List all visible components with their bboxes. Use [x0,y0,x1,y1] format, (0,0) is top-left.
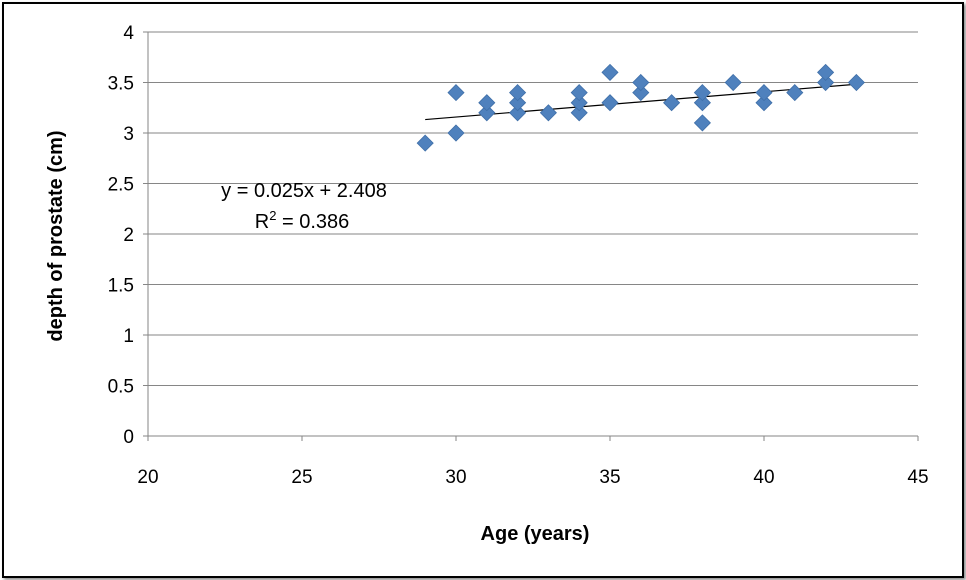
y-tick-label: 2 [123,225,134,246]
data-point [601,63,619,81]
data-point [693,114,711,132]
r-squared-value: = 0.386 [276,211,349,233]
x-tick-label: 35 [599,467,620,488]
trendline [425,83,857,121]
trendline-group [425,83,857,121]
data-point [693,84,711,102]
data-point [632,84,650,102]
data-point [755,94,773,112]
y-tick-label: 0 [123,427,134,448]
r-squared-label: R2 = 0.386 [255,208,350,233]
trendline-equation: y = 0.025x + 2.408 [221,180,387,202]
x-axis-ticks: 20 25 30 35 40 45 [137,436,929,488]
y-tick-label: 3 [123,124,134,145]
data-point [663,94,681,112]
y-tick-label: 0.5 [108,377,134,398]
y-axis-title: depth of prostate (cm) [45,130,67,341]
data-points [416,63,865,152]
data-point [570,84,588,102]
data-point [509,84,527,102]
y-tick-label: 2.5 [108,175,134,196]
y-tick-label: 4 [123,23,134,44]
data-point [786,84,804,102]
data-point [601,94,619,112]
data-point [539,104,557,122]
x-axis-title: Age (years) [481,523,590,545]
data-point [447,84,465,102]
data-point [724,73,742,92]
r-squared-superscript: 2 [269,208,276,223]
data-point [632,73,650,92]
data-point [447,124,465,142]
y-tick-label: 1 [123,326,134,347]
y-tick-label: 1.5 [108,276,134,297]
data-point [509,94,527,112]
data-point [478,94,496,112]
data-point [478,104,496,122]
r-squared-symbol: R [255,211,269,233]
data-point [755,84,773,102]
data-point [509,104,527,122]
data-point [847,73,865,92]
data-point [817,73,835,92]
data-point [416,134,434,152]
x-tick-label: 20 [137,467,158,488]
x-tick-label: 25 [291,467,312,488]
data-point [817,63,835,81]
data-point [693,94,711,112]
x-tick-label: 30 [445,467,466,488]
data-point [570,104,588,122]
data-point [570,94,588,112]
y-tick-label: 3.5 [108,74,134,95]
x-tick-label: 40 [753,467,774,488]
y-axis-ticks: 0 0.5 1 1.5 2 2.5 3 3.5 4 [108,23,148,448]
x-tick-label: 45 [907,467,928,488]
